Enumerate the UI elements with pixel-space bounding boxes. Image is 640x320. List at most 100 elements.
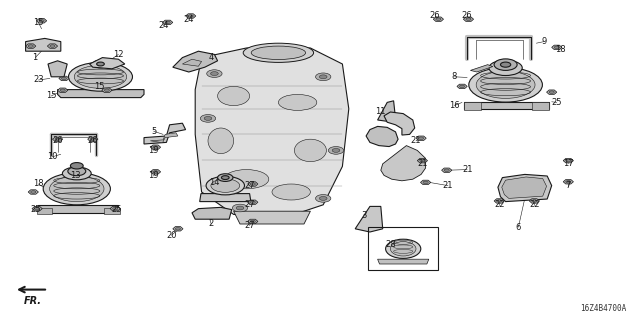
Circle shape — [328, 147, 344, 154]
Circle shape — [70, 163, 83, 169]
Circle shape — [420, 159, 425, 162]
Circle shape — [104, 89, 109, 92]
Polygon shape — [195, 48, 349, 218]
Text: 7: 7 — [566, 181, 571, 190]
Circle shape — [207, 70, 222, 77]
Polygon shape — [355, 206, 383, 232]
Ellipse shape — [272, 184, 310, 200]
Text: 25: 25 — [30, 205, 40, 214]
Polygon shape — [464, 102, 481, 110]
Ellipse shape — [489, 60, 522, 76]
Polygon shape — [378, 101, 396, 122]
Polygon shape — [58, 88, 68, 92]
Text: 22: 22 — [494, 200, 504, 209]
Polygon shape — [36, 19, 47, 23]
Circle shape — [113, 207, 118, 210]
Polygon shape — [47, 44, 58, 48]
Circle shape — [549, 91, 554, 93]
Text: 16Z4B4700A: 16Z4B4700A — [580, 304, 626, 313]
Ellipse shape — [68, 62, 132, 91]
Polygon shape — [378, 259, 429, 264]
Text: 3: 3 — [361, 212, 366, 220]
Circle shape — [236, 206, 244, 210]
Circle shape — [200, 115, 216, 122]
Polygon shape — [248, 219, 258, 224]
Ellipse shape — [74, 65, 127, 88]
Text: 20: 20 — [166, 231, 177, 240]
Circle shape — [218, 174, 233, 181]
Circle shape — [97, 62, 104, 66]
Polygon shape — [248, 200, 258, 204]
Polygon shape — [563, 158, 573, 163]
Circle shape — [39, 20, 44, 22]
Circle shape — [319, 75, 327, 79]
Ellipse shape — [208, 128, 234, 154]
Polygon shape — [150, 145, 161, 149]
Text: 26: 26 — [52, 136, 63, 145]
Polygon shape — [163, 20, 173, 25]
Polygon shape — [88, 137, 98, 141]
Circle shape — [55, 138, 60, 140]
Circle shape — [28, 45, 33, 47]
Polygon shape — [457, 84, 467, 89]
Polygon shape — [110, 206, 120, 211]
Polygon shape — [192, 207, 232, 219]
Text: 11: 11 — [376, 108, 386, 116]
Circle shape — [188, 15, 193, 17]
Ellipse shape — [63, 167, 91, 180]
Polygon shape — [144, 123, 186, 144]
Text: 21: 21 — [411, 136, 421, 145]
Circle shape — [61, 77, 67, 80]
Text: 15: 15 — [46, 92, 56, 100]
Text: 13: 13 — [70, 172, 81, 180]
Polygon shape — [498, 174, 552, 202]
Ellipse shape — [224, 170, 269, 189]
Circle shape — [423, 181, 428, 184]
Ellipse shape — [218, 86, 250, 106]
Polygon shape — [58, 90, 144, 98]
Polygon shape — [384, 112, 415, 135]
Circle shape — [35, 207, 40, 210]
Polygon shape — [150, 133, 178, 143]
Text: 23: 23 — [33, 76, 44, 84]
Polygon shape — [28, 190, 38, 194]
Circle shape — [60, 89, 65, 92]
Polygon shape — [150, 170, 161, 174]
Polygon shape — [173, 227, 183, 231]
Text: FR.: FR. — [24, 296, 42, 306]
Circle shape — [466, 18, 471, 20]
Text: 27: 27 — [244, 200, 255, 209]
Ellipse shape — [476, 71, 535, 99]
Ellipse shape — [50, 176, 104, 202]
Circle shape — [153, 146, 158, 148]
Polygon shape — [102, 88, 112, 92]
Text: 25: 25 — [112, 205, 122, 214]
Text: 15: 15 — [94, 82, 104, 91]
Circle shape — [90, 138, 95, 140]
Ellipse shape — [251, 46, 306, 60]
Text: 18: 18 — [33, 180, 44, 188]
Polygon shape — [59, 76, 69, 81]
Polygon shape — [494, 199, 504, 203]
Ellipse shape — [390, 242, 416, 256]
Text: 19: 19 — [148, 146, 159, 155]
Text: 10: 10 — [47, 152, 58, 161]
Ellipse shape — [294, 139, 326, 162]
Circle shape — [316, 73, 331, 81]
Circle shape — [31, 191, 36, 193]
Polygon shape — [104, 208, 120, 214]
Polygon shape — [532, 102, 549, 110]
Circle shape — [319, 196, 327, 200]
Text: 5: 5 — [151, 127, 156, 136]
Text: 6: 6 — [516, 223, 521, 232]
Polygon shape — [26, 38, 61, 51]
Text: 9: 9 — [541, 37, 547, 46]
Text: 12: 12 — [113, 50, 124, 59]
Text: 18: 18 — [555, 45, 565, 54]
Polygon shape — [37, 208, 52, 214]
Polygon shape — [381, 146, 426, 181]
Text: 25: 25 — [552, 98, 562, 107]
Polygon shape — [366, 126, 398, 147]
Polygon shape — [48, 61, 67, 77]
Text: 26: 26 — [430, 12, 440, 20]
